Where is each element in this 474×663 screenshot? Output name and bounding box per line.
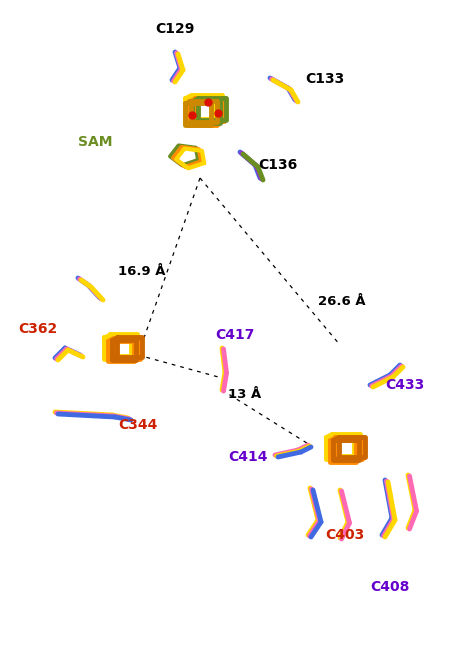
- Text: SAM: SAM: [78, 135, 112, 149]
- Text: 26.6 Å: 26.6 Å: [318, 295, 365, 308]
- Text: C417: C417: [215, 328, 255, 342]
- Text: C344: C344: [118, 418, 157, 432]
- Text: C433: C433: [385, 378, 424, 392]
- Text: C403: C403: [325, 528, 364, 542]
- Text: 16.9 Å: 16.9 Å: [118, 265, 165, 278]
- Text: C136: C136: [258, 158, 297, 172]
- Text: C362: C362: [18, 322, 57, 336]
- Text: C129: C129: [155, 22, 195, 36]
- Text: C408: C408: [370, 580, 410, 594]
- Text: C414: C414: [228, 450, 267, 464]
- Text: 13 Å: 13 Å: [228, 388, 261, 401]
- Text: C133: C133: [305, 72, 344, 86]
